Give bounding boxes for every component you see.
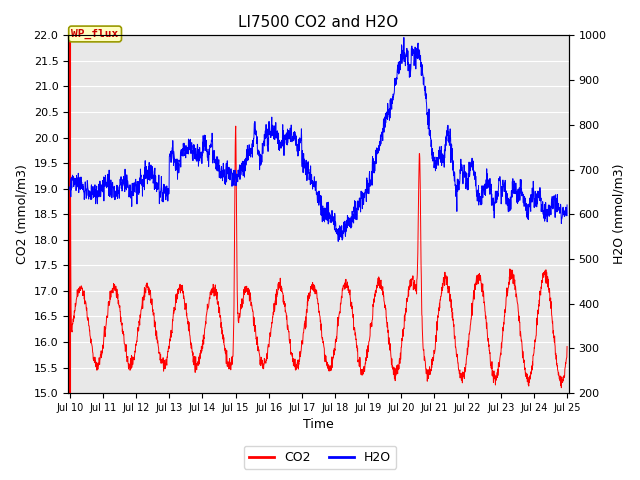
Title: LI7500 CO2 and H2O: LI7500 CO2 and H2O — [238, 15, 399, 30]
Y-axis label: H2O (mmol/m3): H2O (mmol/m3) — [612, 164, 625, 264]
Text: WP_flux: WP_flux — [72, 29, 118, 39]
Legend: CO2, H2O: CO2, H2O — [244, 446, 396, 469]
X-axis label: Time: Time — [303, 419, 334, 432]
Y-axis label: CO2 (mmol/m3): CO2 (mmol/m3) — [15, 164, 28, 264]
